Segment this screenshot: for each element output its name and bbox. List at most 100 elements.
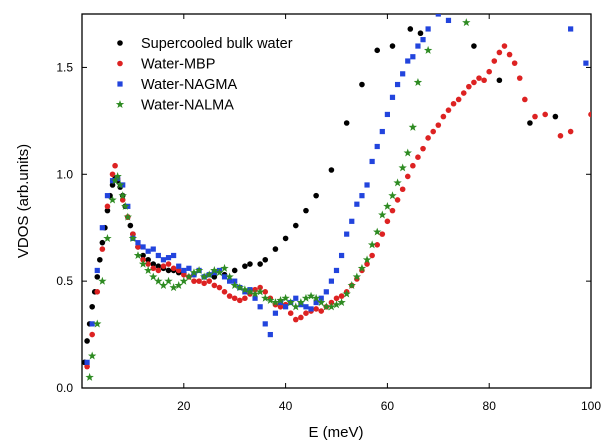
data-point — [313, 306, 319, 312]
data-point — [415, 154, 421, 160]
data-point — [354, 201, 360, 207]
data-point — [150, 265, 157, 272]
data-point — [398, 163, 407, 172]
data-point — [194, 266, 204, 275]
data-point — [85, 372, 94, 381]
data-point — [415, 43, 421, 49]
data-point — [196, 278, 202, 284]
data-point — [113, 172, 122, 180]
data-point — [404, 173, 411, 180]
data-point — [374, 47, 381, 54]
legend-marker — [115, 100, 125, 109]
data-point — [491, 58, 498, 64]
data-point — [174, 281, 183, 289]
data-point — [272, 246, 279, 252]
data-point — [343, 120, 350, 126]
data-point — [84, 363, 90, 370]
data-point — [108, 195, 117, 204]
data-point — [231, 295, 238, 302]
data-point — [286, 298, 295, 307]
data-point — [165, 261, 172, 267]
data-point — [357, 263, 367, 272]
data-point — [120, 182, 126, 188]
data-point — [583, 60, 589, 66]
legend-marker — [117, 60, 123, 67]
data-point — [230, 281, 239, 289]
data-point — [245, 287, 255, 296]
data-point — [262, 289, 269, 295]
data-point — [496, 77, 503, 84]
x-tick-label: 40 — [279, 399, 293, 413]
data-point — [155, 263, 162, 269]
data-point — [189, 268, 199, 277]
data-point — [332, 300, 341, 309]
data-point — [171, 252, 177, 259]
data-point — [588, 111, 591, 118]
data-point — [362, 255, 372, 264]
data-point — [374, 143, 380, 150]
y-tick-label: 0.5 — [56, 274, 73, 288]
data-point — [110, 176, 120, 185]
data-point — [303, 310, 309, 317]
data-point — [476, 75, 482, 81]
data-point — [220, 263, 229, 272]
data-point — [89, 321, 95, 327]
data-point — [369, 158, 375, 165]
data-point — [399, 186, 406, 193]
data-point — [298, 314, 304, 321]
data-point — [486, 68, 493, 75]
data-point — [400, 71, 406, 77]
data-point — [97, 256, 103, 263]
data-point — [308, 306, 314, 312]
data-point — [408, 122, 418, 131]
data-point — [140, 252, 146, 259]
x-axis-title: E (meV) — [308, 424, 363, 441]
data-point — [542, 111, 548, 118]
x-tick-label: 60 — [381, 399, 395, 413]
data-point — [145, 256, 151, 263]
data-point — [313, 299, 319, 306]
data-point — [282, 235, 289, 242]
data-point — [227, 278, 233, 284]
data-point — [379, 231, 386, 237]
data-point — [516, 75, 523, 81]
data-point — [89, 303, 95, 310]
x-tick-label: 20 — [177, 399, 191, 413]
data-point — [191, 272, 197, 278]
data-point — [373, 227, 382, 236]
data-point — [413, 77, 423, 86]
data-point — [143, 266, 153, 275]
data-point — [450, 100, 457, 107]
data-point — [226, 293, 233, 299]
data-point — [199, 272, 209, 281]
data-point — [487, 5, 492, 10]
data-point — [99, 239, 106, 246]
data-point — [261, 293, 270, 302]
data-point — [527, 120, 533, 126]
data-point — [104, 207, 111, 214]
data-point — [119, 197, 126, 203]
data-point — [352, 272, 362, 281]
data-point — [89, 331, 95, 338]
data-point — [532, 113, 538, 120]
data-point — [506, 51, 513, 58]
data-point — [88, 351, 97, 360]
data-point — [287, 310, 294, 317]
data-point — [364, 182, 370, 188]
data-point — [445, 107, 452, 113]
data-point — [394, 197, 401, 203]
data-point — [242, 295, 248, 302]
data-point — [186, 265, 192, 271]
data-point — [184, 272, 194, 281]
data-point — [231, 267, 238, 274]
data-point — [104, 193, 111, 199]
series-4 — [85, 18, 471, 381]
x-tick-label: 100 — [581, 399, 601, 413]
data-point — [94, 267, 100, 274]
data-point — [342, 289, 351, 298]
data-point — [235, 283, 244, 292]
data-point — [109, 182, 116, 188]
data-point — [221, 274, 228, 280]
data-point — [215, 268, 224, 277]
data-point — [266, 295, 275, 304]
